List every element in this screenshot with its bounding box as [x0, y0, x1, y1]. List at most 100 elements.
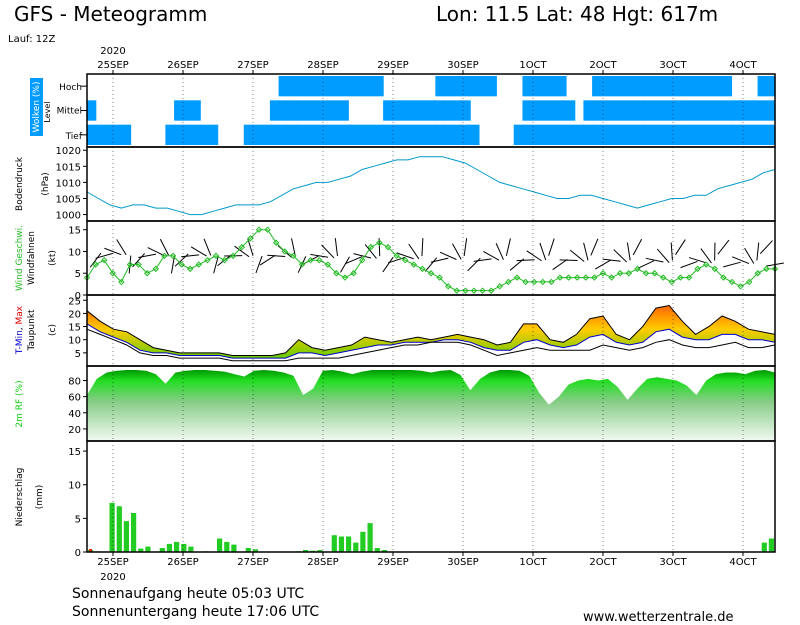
wind-speed-point	[307, 256, 314, 264]
precip-bar	[338, 536, 344, 552]
wind-unit-label: (kt)	[48, 250, 58, 266]
cloud-cell	[644, 100, 654, 121]
wind-speed-point	[427, 270, 435, 277]
wind-barb	[505, 238, 511, 256]
wind-speed-point	[634, 265, 641, 273]
cloud-cell	[461, 100, 471, 121]
cloud-cell	[487, 76, 497, 97]
cloud-cell	[113, 124, 123, 145]
cloud-cell	[653, 100, 663, 121]
wind-barb	[632, 238, 643, 256]
cloud-cell	[722, 124, 733, 145]
precip-bar	[353, 542, 359, 552]
cloud-cell	[557, 76, 567, 97]
date-label-top: 25SEP	[97, 60, 128, 71]
date-label-bottom: 26SEP	[167, 557, 198, 568]
wind-barb	[334, 238, 338, 257]
cloud-cell	[470, 76, 480, 97]
wind-barb	[147, 247, 165, 256]
cloud-cell	[609, 124, 619, 145]
cloud-cell	[174, 124, 184, 145]
cloud-cell	[165, 124, 175, 145]
source-link[interactable]: www.wetterzentrale.de	[583, 610, 734, 625]
cloud-cell	[435, 100, 445, 121]
precip-bar	[245, 548, 251, 552]
cloud-cell	[653, 124, 663, 145]
humidity-area	[87, 370, 775, 441]
cloud-cell	[539, 76, 550, 97]
cloud-cell	[722, 100, 733, 121]
cloud-cell	[644, 124, 654, 145]
wind-speed-point	[479, 287, 486, 294]
wind-barb	[259, 254, 276, 266]
cloud-cell	[278, 124, 288, 145]
cloud-cell	[687, 100, 698, 121]
cloud-cell	[304, 124, 315, 145]
cloud-cell	[409, 100, 419, 121]
cloud-panel-label: Wolken (%)	[32, 82, 42, 133]
cloud-cell	[313, 124, 323, 145]
cloud-cell	[409, 124, 419, 145]
wind-speed-point	[651, 270, 658, 277]
cloud-cell	[365, 76, 375, 97]
wind-speed-point	[642, 270, 650, 277]
wind-barb-label: Windfahnen	[27, 231, 37, 285]
wind-speed-point	[539, 278, 547, 286]
cloud-cell	[513, 124, 524, 145]
wind-barb	[613, 249, 628, 263]
cloud-cell	[426, 100, 436, 121]
precip-bar	[231, 544, 237, 552]
precip-unit-label: (mm)	[35, 485, 45, 510]
wind-speed-point	[737, 283, 744, 290]
date-label-bottom: 3OCT	[659, 557, 687, 568]
wind-barb	[190, 246, 207, 257]
cloud-cell	[287, 76, 297, 97]
wind-barb	[583, 242, 589, 261]
tmin-label-part: T-Min	[15, 330, 25, 355]
cloud-cell	[208, 124, 219, 145]
y-tick-label: 60	[68, 393, 81, 404]
year-label-bottom: 2020	[100, 572, 125, 583]
cloud-cell	[87, 100, 97, 121]
wind-speed-point	[135, 261, 142, 268]
cloud-cell	[705, 100, 715, 121]
wind-barb	[516, 259, 535, 262]
cloud-cell	[557, 100, 567, 121]
cloud-cell	[748, 100, 759, 121]
precip-bar	[224, 541, 230, 552]
precip-snow-marker	[89, 549, 92, 552]
y-tick-label: 5	[75, 269, 81, 280]
cloud-cell	[583, 124, 593, 145]
wind-barb	[116, 239, 127, 256]
dewpoint-line	[86, 328, 776, 362]
wind-speed-point	[83, 274, 91, 281]
cloud-cell	[565, 100, 576, 121]
cloud-cell	[104, 124, 114, 145]
cloud-cell	[679, 100, 689, 121]
wind-barb	[744, 247, 755, 264]
wind-speed-point	[582, 274, 590, 281]
date-label-top: 3OCT	[659, 60, 687, 71]
cloud-cell	[714, 100, 724, 121]
wind-barb	[396, 252, 414, 260]
precip-panel-label: Niederschlag	[15, 468, 25, 527]
cloud-cell	[766, 100, 776, 121]
wind-speed-point	[324, 261, 332, 268]
cloud-cell	[757, 76, 767, 97]
cloud-cell	[374, 124, 384, 145]
cloud-cell	[261, 124, 271, 145]
wind-barb	[310, 253, 329, 258]
wind-barb	[732, 256, 750, 265]
y-tick-label: 5	[75, 349, 81, 360]
precip-bar	[374, 548, 380, 552]
wind-barb	[95, 252, 113, 259]
wind-speed-point	[315, 256, 323, 264]
wind-speed-point	[161, 252, 168, 260]
cloud-cell	[278, 100, 288, 121]
temp-panel-label: T-Min, Max	[15, 305, 25, 355]
cloud-cell	[766, 76, 776, 97]
cloud-cell	[444, 124, 454, 145]
wind-speed-point	[685, 274, 693, 281]
cloud-cell	[714, 124, 724, 145]
date-label-top: 28SEP	[307, 60, 338, 71]
